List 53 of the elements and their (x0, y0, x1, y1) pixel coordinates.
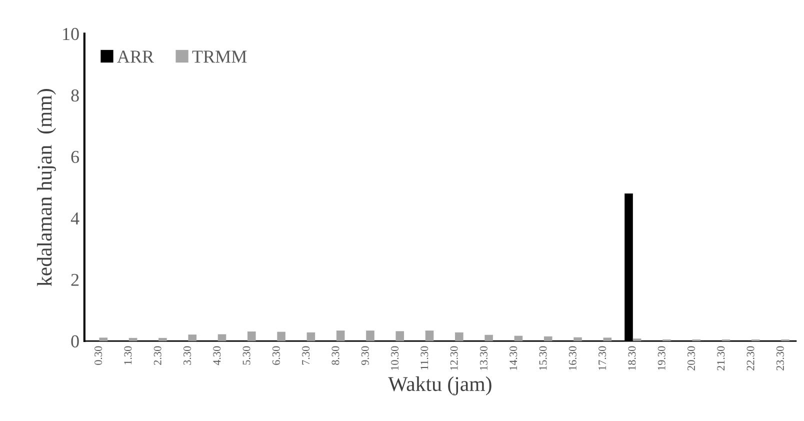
bar (188, 334, 196, 342)
bar (632, 338, 642, 342)
y-tick-label: 6 (71, 150, 80, 164)
bar (396, 331, 404, 342)
y-tick-label: 10 (63, 28, 79, 40)
x-tick-label: 0.30 (94, 346, 102, 365)
x-tick-label: 17.30 (598, 346, 606, 370)
bar (366, 330, 374, 342)
x-tick-label: 2.30 (154, 346, 162, 365)
bar (158, 338, 167, 342)
x-tick-label: 11.30 (420, 346, 428, 370)
x-tick-label: 23.30 (776, 346, 784, 370)
x-tick-label: 7.30 (302, 346, 310, 365)
x-tick-label: 4.30 (213, 346, 221, 366)
y-tick-label: 8 (71, 89, 79, 102)
bar (455, 332, 464, 342)
bar (425, 330, 434, 342)
bar (99, 338, 108, 342)
x-tick-label: 6.30 (272, 346, 280, 365)
x-tick-label: 10.30 (391, 346, 399, 370)
x-tick-label: 1.30 (124, 346, 132, 364)
bar (484, 334, 493, 342)
bar (218, 334, 226, 342)
x-tick-label: 5.30 (242, 346, 250, 365)
x-tick-label: 13.30 (480, 346, 488, 370)
x-tick-label: 18.30 (628, 346, 636, 370)
x-tick-label: 21.30 (717, 346, 725, 370)
x-tick-label: 19.30 (658, 346, 666, 370)
bar (277, 332, 286, 342)
bar (306, 332, 316, 342)
bar (574, 337, 582, 342)
y-tick-label: 0 (71, 335, 79, 348)
x-tick-label: 14.30 (510, 346, 518, 370)
x-tick-label: 8.30 (332, 346, 340, 365)
bar (247, 331, 256, 342)
bar (544, 336, 552, 342)
bar (336, 330, 345, 342)
bar (514, 336, 523, 342)
legend-label: ARR (117, 50, 154, 63)
x-tick-label: 20.30 (687, 346, 696, 370)
y-axis-title: kedalaman hujan (mm) (37, 89, 56, 286)
legend-label: TRMM (192, 50, 247, 63)
bar (603, 338, 612, 342)
x-tick-label: 22.30 (746, 346, 754, 370)
x-tick-label: 9.30 (361, 346, 369, 365)
bar (128, 338, 138, 342)
x-tick-label: 3.30 (183, 346, 192, 365)
x-axis-title: Waktu (jam) (388, 376, 492, 396)
y-tick-label: 4 (70, 212, 80, 224)
x-tick-label: 16.30 (568, 346, 576, 370)
y-tick-label: 2 (71, 274, 79, 286)
x-tick-label: 15.30 (539, 346, 547, 370)
x-tick-label: 12.30 (450, 346, 458, 370)
